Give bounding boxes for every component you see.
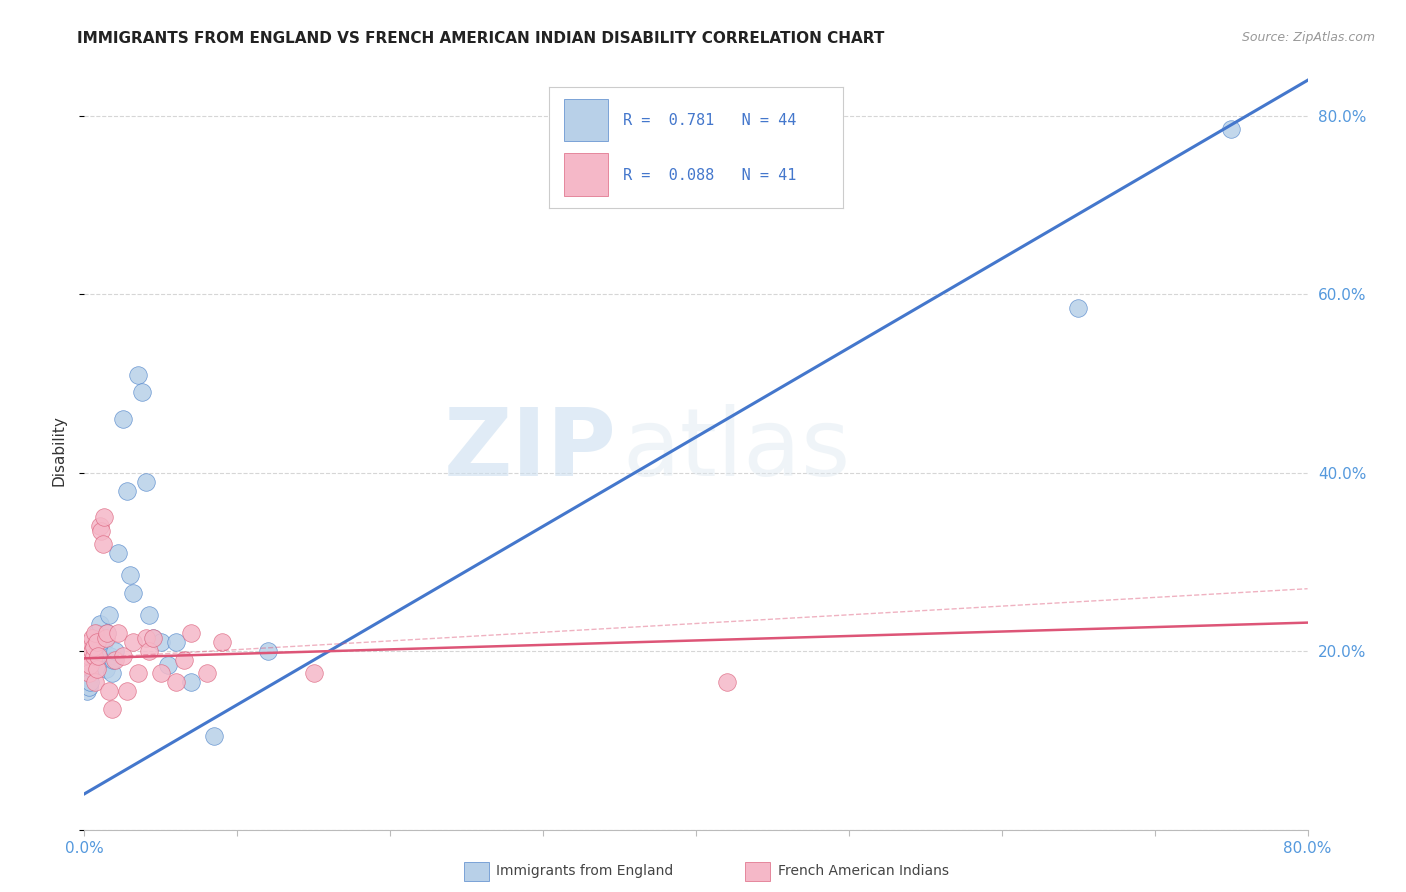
Point: [180, 626, 202, 640]
Point: [86, 662, 108, 676]
Point: [149, 635, 172, 649]
Point: [80, 653, 103, 667]
Text: French American Indians: French American Indians: [778, 864, 949, 879]
Point: [257, 644, 280, 658]
Point: [96, 626, 118, 640]
Point: [86, 626, 108, 640]
Point: [91, 537, 114, 551]
Point: [83, 640, 105, 654]
Point: [103, 653, 125, 667]
Point: [107, 546, 129, 560]
Point: [86, 635, 108, 649]
Point: [115, 684, 138, 698]
Point: [302, 666, 325, 681]
Point: [173, 653, 195, 667]
Point: [94, 662, 117, 676]
Point: [77, 680, 100, 694]
Point: [83, 657, 105, 672]
Point: [79, 675, 101, 690]
Point: [135, 475, 157, 489]
Point: [211, 635, 233, 649]
Point: [89, 617, 111, 632]
Point: [84, 675, 107, 690]
Point: [77, 666, 100, 681]
Point: [98, 648, 121, 663]
Point: [79, 635, 101, 649]
Point: [138, 608, 160, 623]
Point: [84, 648, 107, 663]
Point: [86, 657, 108, 672]
Point: [90, 524, 112, 538]
Point: [135, 631, 157, 645]
Point: [97, 608, 120, 623]
Point: [79, 666, 101, 681]
Point: [101, 702, 124, 716]
Point: [142, 631, 165, 645]
Point: [79, 657, 101, 672]
Point: [138, 644, 160, 658]
Point: [80, 662, 103, 676]
Point: [104, 644, 127, 658]
Point: [131, 385, 153, 400]
Point: [122, 635, 145, 649]
Point: [93, 635, 115, 649]
Point: [111, 412, 134, 426]
Point: [93, 510, 115, 524]
Point: [107, 626, 129, 640]
Point: [127, 368, 149, 382]
Y-axis label: Disability: Disability: [51, 415, 66, 486]
Point: [111, 648, 134, 663]
Point: [83, 648, 105, 663]
Point: [87, 648, 110, 663]
Point: [77, 671, 100, 685]
Point: [165, 635, 187, 649]
Point: [1220, 122, 1243, 136]
Text: Immigrants from England: Immigrants from England: [496, 864, 673, 879]
Point: [76, 684, 98, 698]
Point: [157, 657, 180, 672]
Point: [165, 675, 187, 690]
Point: [89, 519, 111, 533]
Point: [84, 635, 107, 649]
Point: [716, 675, 738, 690]
Point: [87, 644, 110, 658]
Point: [96, 626, 118, 640]
Text: Source: ZipAtlas.com: Source: ZipAtlas.com: [1241, 31, 1375, 45]
Point: [84, 626, 107, 640]
Text: IMMIGRANTS FROM ENGLAND VS FRENCH AMERICAN INDIAN DISABILITY CORRELATION CHART: IMMIGRANTS FROM ENGLAND VS FRENCH AMERIC…: [77, 31, 884, 46]
Point: [122, 586, 145, 600]
Point: [77, 648, 100, 663]
Point: [89, 631, 111, 645]
Point: [80, 631, 103, 645]
Point: [91, 648, 114, 663]
Point: [1067, 301, 1090, 315]
Point: [115, 483, 138, 498]
Point: [104, 653, 127, 667]
Point: [76, 653, 98, 667]
Point: [75, 657, 97, 672]
Point: [90, 640, 112, 654]
Point: [101, 666, 124, 681]
Text: atlas: atlas: [623, 404, 851, 497]
Point: [149, 666, 172, 681]
Point: [83, 644, 105, 658]
Point: [76, 644, 98, 658]
Point: [202, 729, 225, 743]
Point: [142, 631, 165, 645]
Point: [80, 644, 103, 658]
Point: [127, 666, 149, 681]
Point: [120, 568, 142, 582]
Point: [195, 666, 218, 681]
Point: [94, 631, 117, 645]
Text: ZIP: ZIP: [443, 404, 616, 497]
Point: [180, 675, 202, 690]
Point: [97, 684, 120, 698]
